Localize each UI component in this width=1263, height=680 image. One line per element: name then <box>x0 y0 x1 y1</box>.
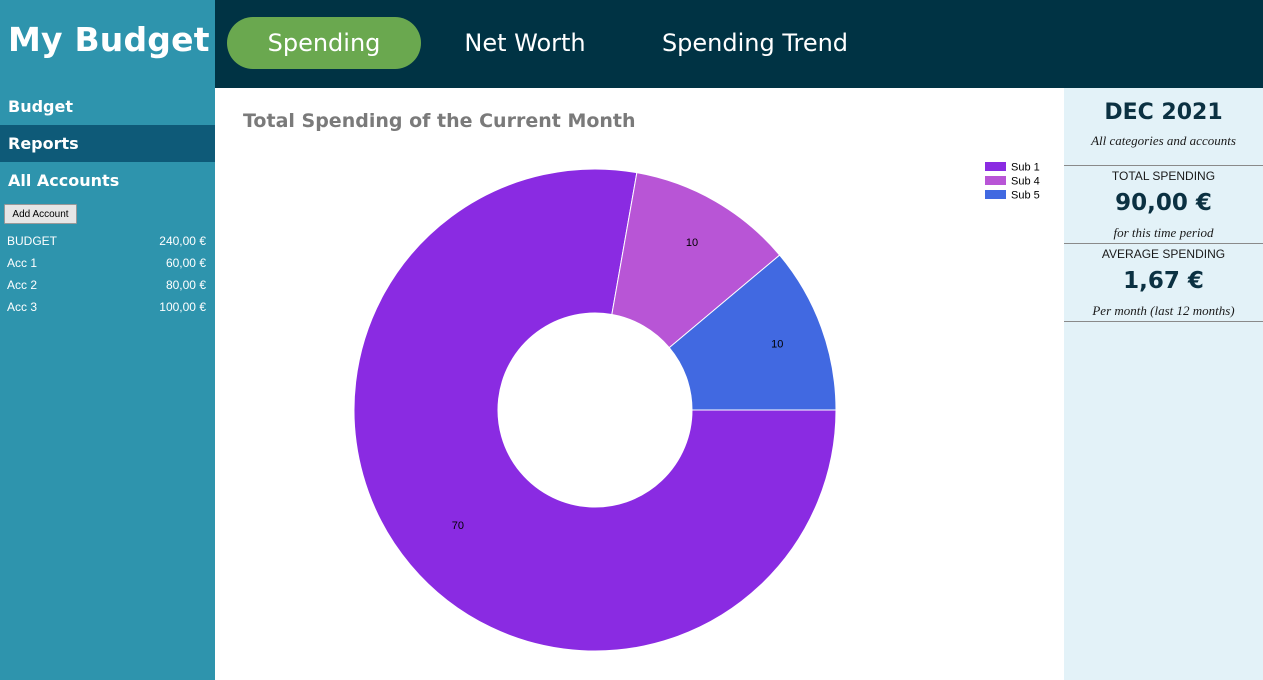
tab-net-worth[interactable]: Net Worth <box>464 29 586 57</box>
account-row-acc-2[interactable]: Acc 2 80,00 € <box>7 278 206 298</box>
tab-spending-trend[interactable]: Spending Trend <box>661 29 849 57</box>
account-row-budget[interactable]: BUDGET 240,00 € <box>7 234 206 254</box>
sidebar: My Budget Budget Reports All Accounts Ad… <box>0 0 215 680</box>
scope-note: All categories and accounts <box>1091 133 1236 148</box>
sidebar-item-all-accounts[interactable]: All Accounts <box>8 171 120 190</box>
slice-value-label: 10 <box>771 339 783 351</box>
slice-sub-1[interactable] <box>353 168 837 652</box>
summary-panel: DEC 2021 All categories and accounts TOT… <box>1064 88 1263 680</box>
account-name: BUDGET <box>7 234 58 248</box>
divider <box>1064 165 1263 166</box>
divider <box>1064 321 1263 322</box>
sidebar-item-budget[interactable]: Budget <box>8 97 73 116</box>
slice-value-label: 10 <box>686 237 698 249</box>
account-amount: 100,00 € <box>159 300 206 314</box>
account-amount: 80,00 € <box>165 278 206 292</box>
legend-item: Sub 4 <box>985 176 1040 188</box>
account-amount: 60,00 € <box>165 256 206 270</box>
legend-item: Sub 1 <box>985 162 1040 174</box>
total-spending-note: for this time period <box>1113 225 1214 240</box>
top-bar: Spending Net Worth Spending Trend <box>215 0 1263 88</box>
total-spending-label: TOTAL SPENDING <box>1111 169 1216 183</box>
app-title: My Budget <box>8 20 210 59</box>
divider <box>1064 243 1263 244</box>
account-row-acc-1[interactable]: Acc 1 60,00 € <box>7 256 206 276</box>
main-content: 70 10 10 Sub 1 Sub 4 Sub 5 Total Spending of … <box>215 88 1064 680</box>
slice-sub-5[interactable] <box>668 254 837 411</box>
average-spending-value: 1,67 € <box>1123 268 1204 294</box>
account-name: Acc 1 <box>7 256 38 270</box>
chart-title: Total Spending of the Current Month <box>243 110 636 132</box>
legend-item: Sub 5 <box>985 190 1040 202</box>
average-spending-note: Per month (last 12 months) <box>1092 303 1235 318</box>
legend-swatch <box>985 162 1006 171</box>
legend-swatch <box>985 176 1006 185</box>
tab-spending[interactable]: Spending <box>227 17 421 69</box>
legend-label: Sub 5 <box>1011 190 1040 202</box>
add-account-button[interactable]: Add Account <box>4 204 77 224</box>
slice-sub-4[interactable] <box>611 172 781 349</box>
account-name: Acc 2 <box>7 278 38 292</box>
donut-chart: 70 10 10 Sub 1 Sub 4 Sub 5 <box>353 162 1040 652</box>
legend-label: Sub 4 <box>1011 176 1040 188</box>
account-name: Acc 3 <box>7 300 38 314</box>
slice-value-label: 70 <box>452 520 464 532</box>
month-label: DEC 2021 <box>1104 100 1223 125</box>
legend-swatch <box>985 190 1006 199</box>
legend-label: Sub 1 <box>1011 162 1040 174</box>
account-amount: 240,00 € <box>159 234 206 248</box>
total-spending-value: 90,00 € <box>1115 190 1212 216</box>
average-spending-label: AVERAGE SPENDING <box>1101 247 1226 261</box>
account-row-acc-3[interactable]: Acc 3 100,00 € <box>7 300 206 320</box>
sidebar-item-reports[interactable]: Reports <box>0 125 215 162</box>
